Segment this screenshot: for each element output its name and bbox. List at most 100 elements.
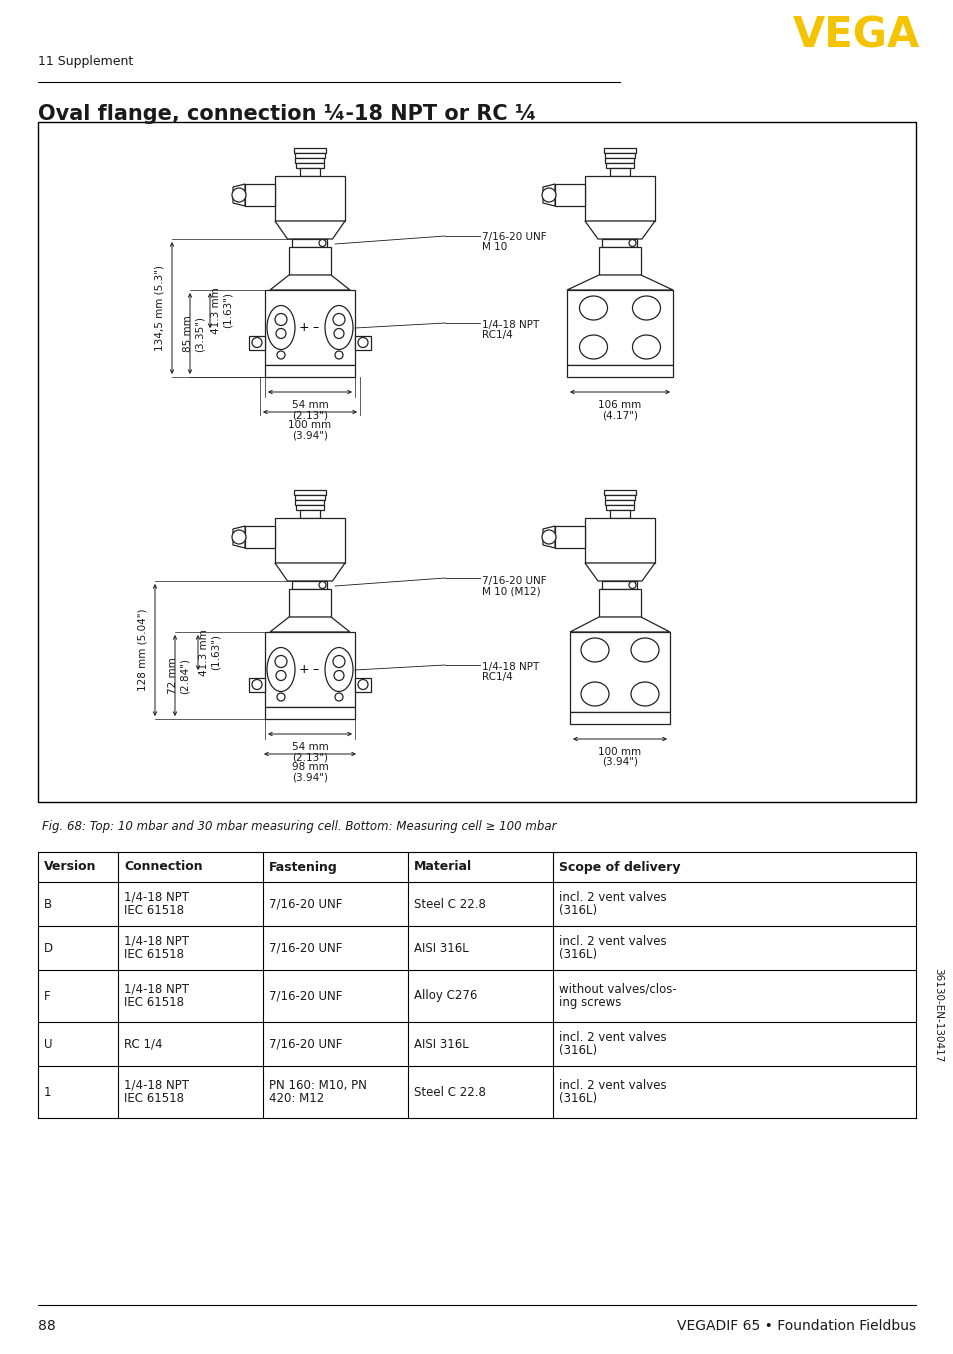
Text: U: U (44, 1037, 52, 1051)
Bar (265, 707, 355, 719)
Bar (355, 677, 371, 692)
Bar (295, 158, 324, 162)
Polygon shape (566, 275, 672, 290)
Ellipse shape (578, 334, 607, 359)
Text: Steel C 22.8: Steel C 22.8 (414, 898, 485, 910)
Bar (293, 581, 327, 589)
Text: (3.94"): (3.94") (601, 757, 638, 766)
Text: 7/16-20 UNF: 7/16-20 UNF (269, 1037, 342, 1051)
Circle shape (318, 581, 326, 589)
Polygon shape (542, 184, 555, 206)
Bar (566, 290, 672, 366)
Circle shape (274, 314, 287, 325)
Circle shape (628, 240, 636, 246)
Bar (274, 176, 345, 221)
Text: 7/16-20 UNF: 7/16-20 UNF (269, 990, 342, 1002)
Bar (265, 632, 355, 707)
Bar (38, 122, 915, 802)
Text: RC1/4: RC1/4 (481, 330, 512, 340)
Text: 85 mm
(3.35"): 85 mm (3.35") (183, 315, 205, 352)
Polygon shape (569, 617, 669, 632)
Bar (294, 148, 326, 153)
Bar (604, 153, 635, 158)
Text: 36130-EN-130417: 36130-EN-130417 (932, 968, 942, 1062)
Bar (296, 505, 323, 510)
Ellipse shape (630, 638, 659, 662)
Bar (603, 148, 636, 153)
Polygon shape (233, 184, 245, 206)
Text: IEC 61518: IEC 61518 (124, 904, 184, 917)
Bar (598, 589, 640, 617)
Text: 100 mm: 100 mm (288, 420, 332, 431)
Ellipse shape (580, 682, 608, 705)
Text: AISI 316L: AISI 316L (414, 941, 468, 955)
Circle shape (334, 670, 344, 681)
Text: PN 160: M10, PN: PN 160: M10, PN (269, 1079, 367, 1091)
Ellipse shape (267, 306, 294, 349)
Polygon shape (270, 617, 350, 632)
Ellipse shape (630, 682, 659, 705)
Bar (355, 336, 371, 349)
Circle shape (628, 581, 636, 589)
Bar (293, 240, 327, 246)
Text: RC1/4: RC1/4 (481, 672, 512, 682)
Text: VEGA: VEGA (792, 15, 919, 57)
Text: B: B (44, 898, 52, 910)
Polygon shape (542, 525, 555, 548)
Text: incl. 2 vent valves: incl. 2 vent valves (558, 936, 666, 948)
Bar (294, 153, 325, 158)
Circle shape (333, 314, 345, 325)
Text: 420: M12: 420: M12 (269, 1091, 324, 1105)
Text: incl. 2 vent valves: incl. 2 vent valves (558, 1030, 666, 1044)
Bar (605, 158, 634, 162)
Circle shape (276, 351, 285, 359)
Text: (316L): (316L) (558, 904, 597, 917)
Bar (555, 525, 584, 548)
Circle shape (252, 337, 262, 348)
Circle shape (232, 529, 246, 544)
Text: Alloy C276: Alloy C276 (414, 990, 476, 1002)
Text: ing screws: ing screws (558, 997, 620, 1009)
Text: Fig. 68: Top: 10 mbar and 30 mbar measuring cell. Bottom: Measuring cell ≥ 100 m: Fig. 68: Top: 10 mbar and 30 mbar measur… (42, 821, 556, 833)
Bar (569, 712, 669, 724)
Text: incl. 2 vent valves: incl. 2 vent valves (558, 1079, 666, 1091)
Ellipse shape (578, 297, 607, 320)
Circle shape (274, 655, 287, 668)
Bar (249, 336, 265, 349)
Bar (289, 589, 331, 617)
Text: 1/4-18 NPT: 1/4-18 NPT (124, 936, 189, 948)
Text: M 10: M 10 (481, 242, 507, 252)
Ellipse shape (632, 334, 659, 359)
Bar (602, 581, 637, 589)
Circle shape (252, 680, 262, 689)
Text: 7/16-20 UNF: 7/16-20 UNF (269, 941, 342, 955)
Bar (265, 290, 355, 366)
Circle shape (318, 240, 326, 246)
Bar (609, 168, 629, 176)
Text: 128 mm (5.04"): 128 mm (5.04") (138, 609, 148, 692)
Text: 1/4-18 NPT: 1/4-18 NPT (124, 1079, 189, 1091)
Circle shape (335, 351, 343, 359)
Text: IEC 61518: IEC 61518 (124, 948, 184, 961)
Bar (555, 184, 584, 206)
Text: 1: 1 (44, 1086, 51, 1098)
Bar (602, 240, 637, 246)
Bar (295, 500, 324, 505)
Text: D: D (44, 941, 53, 955)
Text: (316L): (316L) (558, 1044, 597, 1057)
Text: 1/4-18 NPT: 1/4-18 NPT (124, 983, 189, 997)
Circle shape (541, 529, 556, 544)
Text: F: F (44, 990, 51, 1002)
Text: Connection: Connection (124, 861, 202, 873)
Bar (609, 510, 629, 519)
Bar (296, 162, 323, 168)
Text: AISI 316L: AISI 316L (414, 1037, 468, 1051)
Text: 1/4-18 NPT: 1/4-18 NPT (481, 320, 538, 330)
Text: 100 mm: 100 mm (598, 747, 640, 757)
Bar (584, 519, 655, 563)
Bar (569, 632, 669, 712)
Text: VEGADIF 65 • Foundation Fieldbus: VEGADIF 65 • Foundation Fieldbus (677, 1319, 915, 1332)
Bar (605, 500, 634, 505)
Circle shape (275, 670, 286, 681)
Text: without valves/clos-: without valves/clos- (558, 983, 676, 997)
